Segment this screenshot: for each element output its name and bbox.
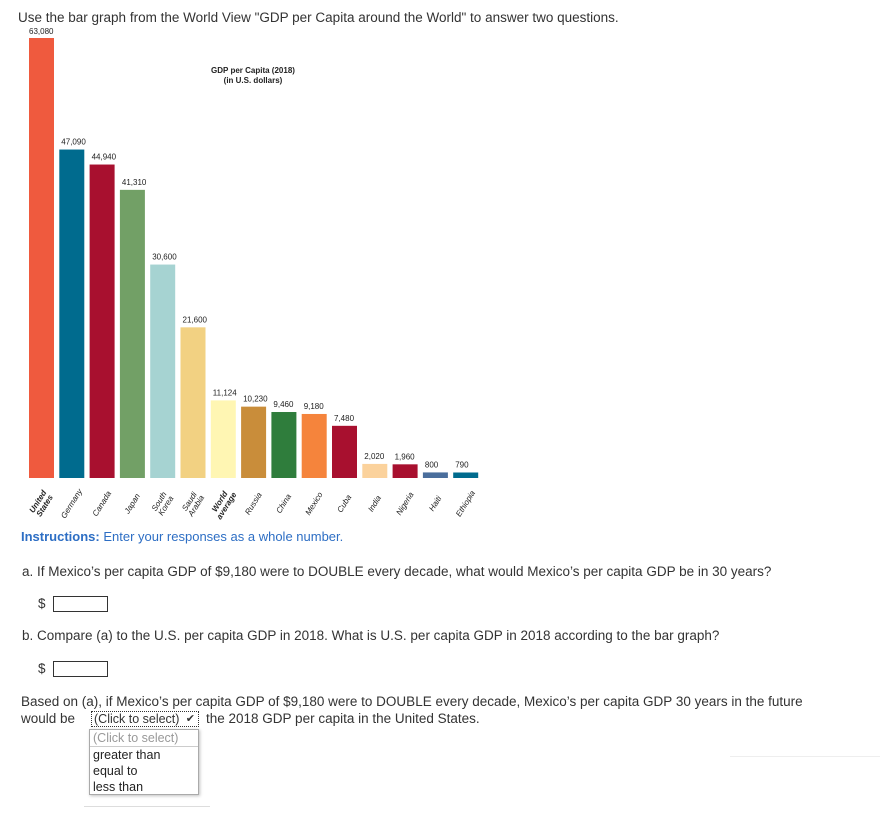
bar-world-average [210,400,236,478]
dropdown-option-less-than[interactable]: less than [93,780,144,794]
question-c-line2-end: the 2018 GDP per capita in the United St… [206,711,480,726]
value-label: 800 [425,460,439,469]
value-label: 7,480 [334,414,355,423]
value-label: 9,180 [304,402,325,411]
instructions-label: Instructions: [21,529,100,544]
chart-subtitle: (in U.S. dollars) [224,76,283,85]
question-b: b. Compare (a) to the U.S. per capita GD… [22,628,720,643]
bar-cuba [332,425,357,478]
category-label: Japan [122,492,142,517]
bar-united-states [29,38,54,478]
value-label: 44,940 [92,153,117,162]
category-label: Cuba [335,493,353,514]
category-label: Russia [243,490,264,516]
value-label: 1,960 [395,452,416,461]
bar-mexico [301,413,327,478]
value-label: 41,310 [122,178,147,187]
category-label: SaudiArabia [179,489,206,519]
answer-a-input[interactable] [53,596,108,612]
divider [730,756,880,757]
category-label: Ethiopia [454,489,477,519]
bar-haiti [422,472,448,478]
comparison-dropdown: (Click to select) greater than equal to … [89,729,199,795]
category-label: Haiti [427,494,443,513]
category-label: Germany [59,486,85,520]
category-label: Worldaverage [208,486,239,521]
category-label: Canada [91,489,114,518]
value-label: 10,230 [243,395,268,404]
dropdown-option-greater-than[interactable]: greater than [93,748,161,762]
category-label: India [366,493,383,513]
divider [84,806,210,807]
category-label: SouthKorea [150,490,176,518]
value-label: 11,124 [213,388,237,397]
value-label: 30,600 [152,253,177,262]
instructions-text: Enter your responses as a whole number. [99,529,344,544]
bar-south-korea [150,264,176,478]
comparison-select[interactable]: (Click to select) ✔ [91,711,199,727]
bar-canada [89,164,115,479]
question-c-would-be: would be [21,711,76,726]
bar-russia [241,406,267,478]
value-label: 2,020 [364,452,385,461]
currency-a: $ [38,596,46,611]
value-label: 47,090 [61,138,86,147]
category-label: Nigeria [394,490,415,517]
value-label: 9,460 [273,400,294,409]
category-label: China [274,492,293,515]
bar-germany [59,149,85,479]
instructions: Instructions: Enter your responses as a … [21,529,343,544]
bar-ethiopia [453,472,479,478]
dropdown-option-equal-to[interactable]: equal to [93,764,138,778]
category-label: Mexico [304,490,325,517]
dropdown-option-placeholder[interactable]: (Click to select) [90,730,198,747]
bar-india [362,463,388,478]
bar-saudi-arabia [180,327,206,478]
value-label: 21,600 [183,315,208,324]
currency-b: $ [38,661,46,676]
bar-china [271,412,297,478]
category-label: UnitedStates [28,488,56,519]
bar-japan [119,189,145,478]
select-value: (Click to select) [94,712,180,726]
bar-nigeria [392,464,418,478]
answer-b-input[interactable] [53,661,108,677]
gdp-bar-chart: 63,080 47,090 44,940 41,310 30,600 21,600 11,1… [28,27,479,521]
intro-text: Use the bar graph from the World View "G… [18,10,619,25]
question-c-line1: Based on (a), if Mexico’s per capita GDP… [21,694,803,709]
value-label: 790 [455,460,469,469]
chart-title: GDP per Capita (2018) [211,66,295,75]
value-label: 63,080 [29,27,54,36]
question-a: a. If Mexico’s per capita GDP of $9,180 … [22,564,772,579]
chevron-down-icon: ✔ [185,713,195,725]
